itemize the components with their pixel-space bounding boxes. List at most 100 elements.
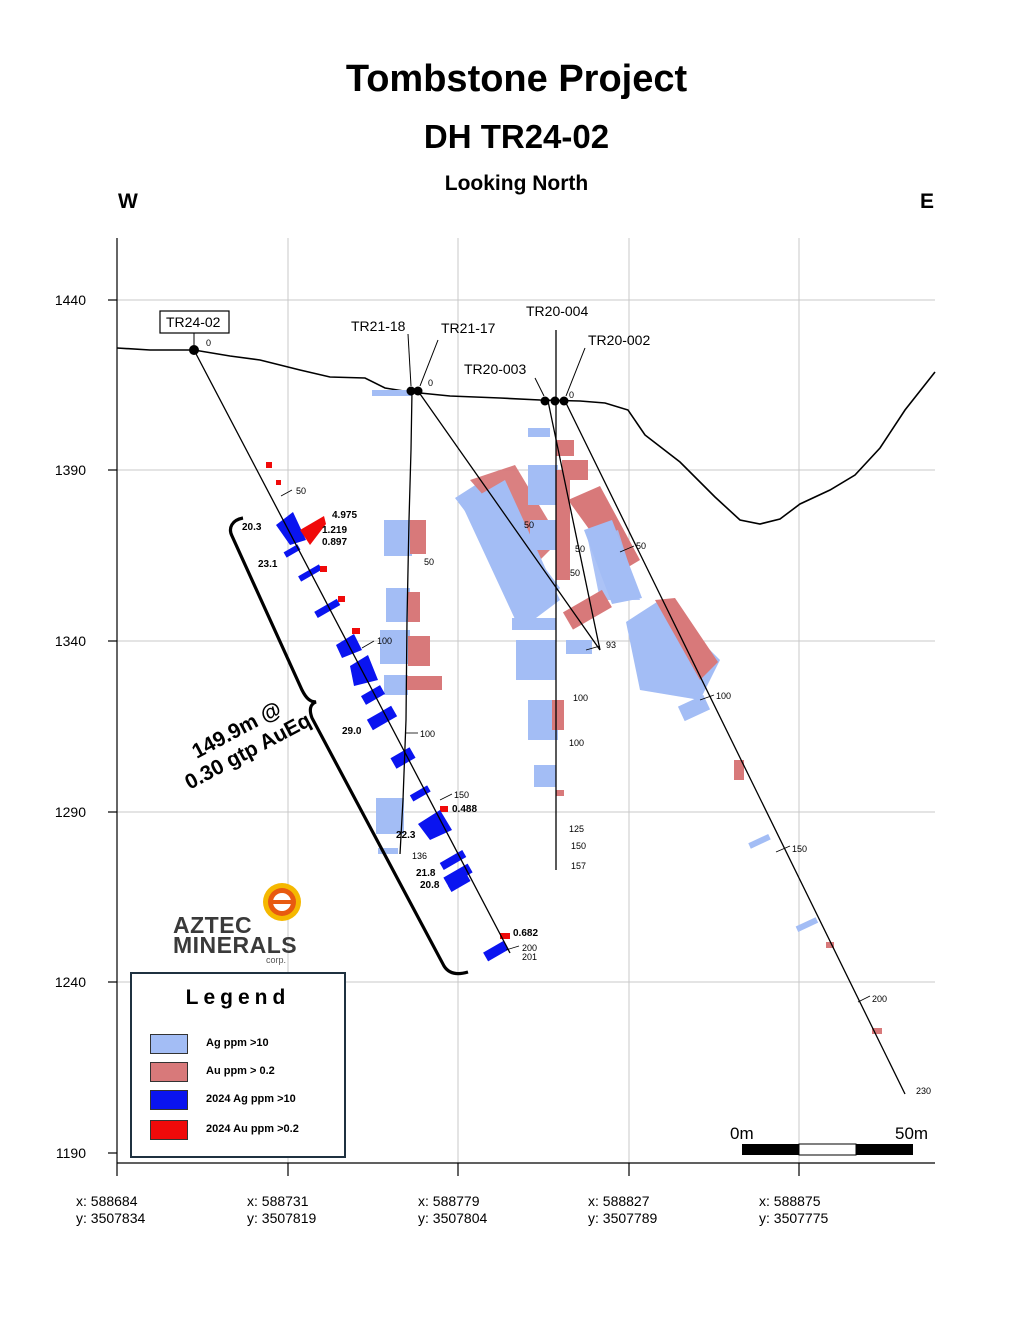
legend-swatch-ag2024 [150,1090,188,1110]
legend: Legend Ag ppm >10 Au ppm > 0.2 2024 Ag p… [130,972,346,1158]
tr21-18-label: TR21-18 [351,318,406,334]
tr20-004-label: TR20-004 [526,303,588,319]
coord-1-y: y: 3507834 [76,1210,146,1226]
assay-1219: 1.219 [322,525,347,536]
depth-50-tr20-004: 50 [575,544,585,554]
west-label: W [118,190,138,213]
depth-50b: 50 [570,568,580,578]
coord-5: x: 588875 y: 3507775 [759,1193,828,1227]
coord-4-y: y: 3507789 [588,1210,658,1226]
tr21-intervals [372,390,442,854]
legend-swatch-ag [150,1034,188,1054]
coord-2-y: y: 3507819 [247,1210,317,1226]
view-direction: Looking North [444,172,589,195]
aztec-logo-emblem [263,883,301,921]
depth-100-tr24: 100 [377,636,392,646]
legend-title: Legend [185,986,291,1009]
assay-4975: 4.975 [332,510,357,521]
logo-aztec: AZTEC [173,912,253,938]
depth-50-tr21: 50 [424,557,434,567]
elev-tick-1390: 1390 [55,462,86,478]
tr20-002-label: TR20-002 [588,332,650,348]
tr24-02-label-box [159,310,230,334]
ag-218: 21.8 [416,868,436,879]
hole-title: DH TR24-02 [423,118,610,155]
depth-0: 0 [206,338,211,348]
tr20-004-intervals [528,440,574,796]
ag-203: 20.3 [242,522,262,533]
topography-line [116,347,936,525]
elev-tick-1190: 1190 [56,1145,86,1161]
coord-3-y: y: 3507804 [418,1210,488,1226]
ag-290: 29.0 [342,726,362,737]
depth-labels: 0 0 0 50 50 50 50 50 50 100 100 93 100 1… [206,338,931,1096]
tr24-02-intervals [266,462,510,962]
logo-corp: corp. [266,955,287,965]
coord-5-y: y: 3507775 [759,1210,829,1226]
legend-label-ag2024: 2024 Ag ppm >10 [206,1093,296,1105]
scale-bar [742,1143,913,1156]
depth-93: 93 [606,640,616,650]
intercept-bracket [228,516,469,976]
tr20-002-intervals [562,460,882,1034]
legend-label-au2024: 2024 Au ppm >0.2 [206,1123,299,1135]
coord-1: x: 588684 y: 3507834 [76,1193,145,1227]
leader-lines [193,333,586,397]
coord-4: x: 588827 y: 3507789 [588,1193,657,1227]
depth-100b: 100 [569,738,584,748]
coord-5-x: x: 588875 [759,1193,821,1209]
tr20-003-label: TR20-003 [464,361,526,377]
collar-points [189,345,569,406]
depth-201: 201 [522,952,537,962]
scale-start: 0m [730,1124,754,1143]
tr20-003-intervals [455,428,560,680]
elev-tick-1340: 1340 [55,633,86,649]
logo-minerals: MINERALS [173,932,298,958]
axes [108,238,935,1176]
coord-2-x: x: 588731 [247,1193,309,1209]
depth-ticks [280,489,871,1003]
depth-0-tr21: 0 [428,378,433,388]
assay-0897: 0.897 [322,537,347,548]
ag-231: 23.1 [258,559,278,570]
depth-150-tr20-004: 150 [571,841,586,851]
depth-150-tr20-002: 150 [792,844,807,854]
coord-4-x: x: 588827 [588,1193,650,1209]
east-label: E [920,190,935,213]
coord-3: x: 588779 y: 3507804 [418,1193,487,1227]
drill-traces [193,330,906,1095]
ag-208: 20.8 [420,880,440,891]
depth-0-tr20: 0 [569,390,574,400]
legend-swatch-au2024 [150,1120,188,1140]
coord-3-x: x: 588779 [418,1193,480,1209]
legend-label-au: Au ppm > 0.2 [206,1065,275,1077]
depth-200-tr20-002: 200 [872,994,887,1004]
tr24-02-label: TR24-02 [166,314,221,330]
depth-100-tr21: 100 [420,729,435,739]
elev-tick-1240: 1240 [55,974,86,990]
depth-50-tr20-002: 50 [636,541,646,551]
coord-2: x: 588731 y: 3507819 [247,1193,316,1227]
scale-end: 50m [895,1124,929,1143]
depth-100-tr20-002: 100 [716,691,731,701]
coord-1-x: x: 588684 [76,1193,138,1209]
elev-tick-1440: 1440 [55,292,86,308]
depth-157: 157 [571,861,586,871]
legend-label-ag: Ag ppm >10 [206,1037,269,1049]
depth-50-tr20-003: 50 [524,520,534,530]
elev-tick-1290: 1290 [55,804,86,820]
depth-150-tr24: 150 [454,790,469,800]
depth-125: 125 [569,824,584,834]
depth-230: 230 [916,1086,931,1096]
page-title: Tombstone Project [345,58,688,100]
depth-200-tr24: 200 [522,943,537,953]
depth-136: 136 [412,851,427,861]
depth-50-tr24: 50 [296,486,306,496]
depth-100-tr20-004: 100 [573,693,588,703]
ag-223: 22.3 [396,830,416,841]
assay-0488: 0.488 [452,804,477,815]
assay-0682: 0.682 [513,928,538,939]
legend-swatch-au [150,1062,188,1082]
tr21-17-label: TR21-17 [441,320,496,336]
